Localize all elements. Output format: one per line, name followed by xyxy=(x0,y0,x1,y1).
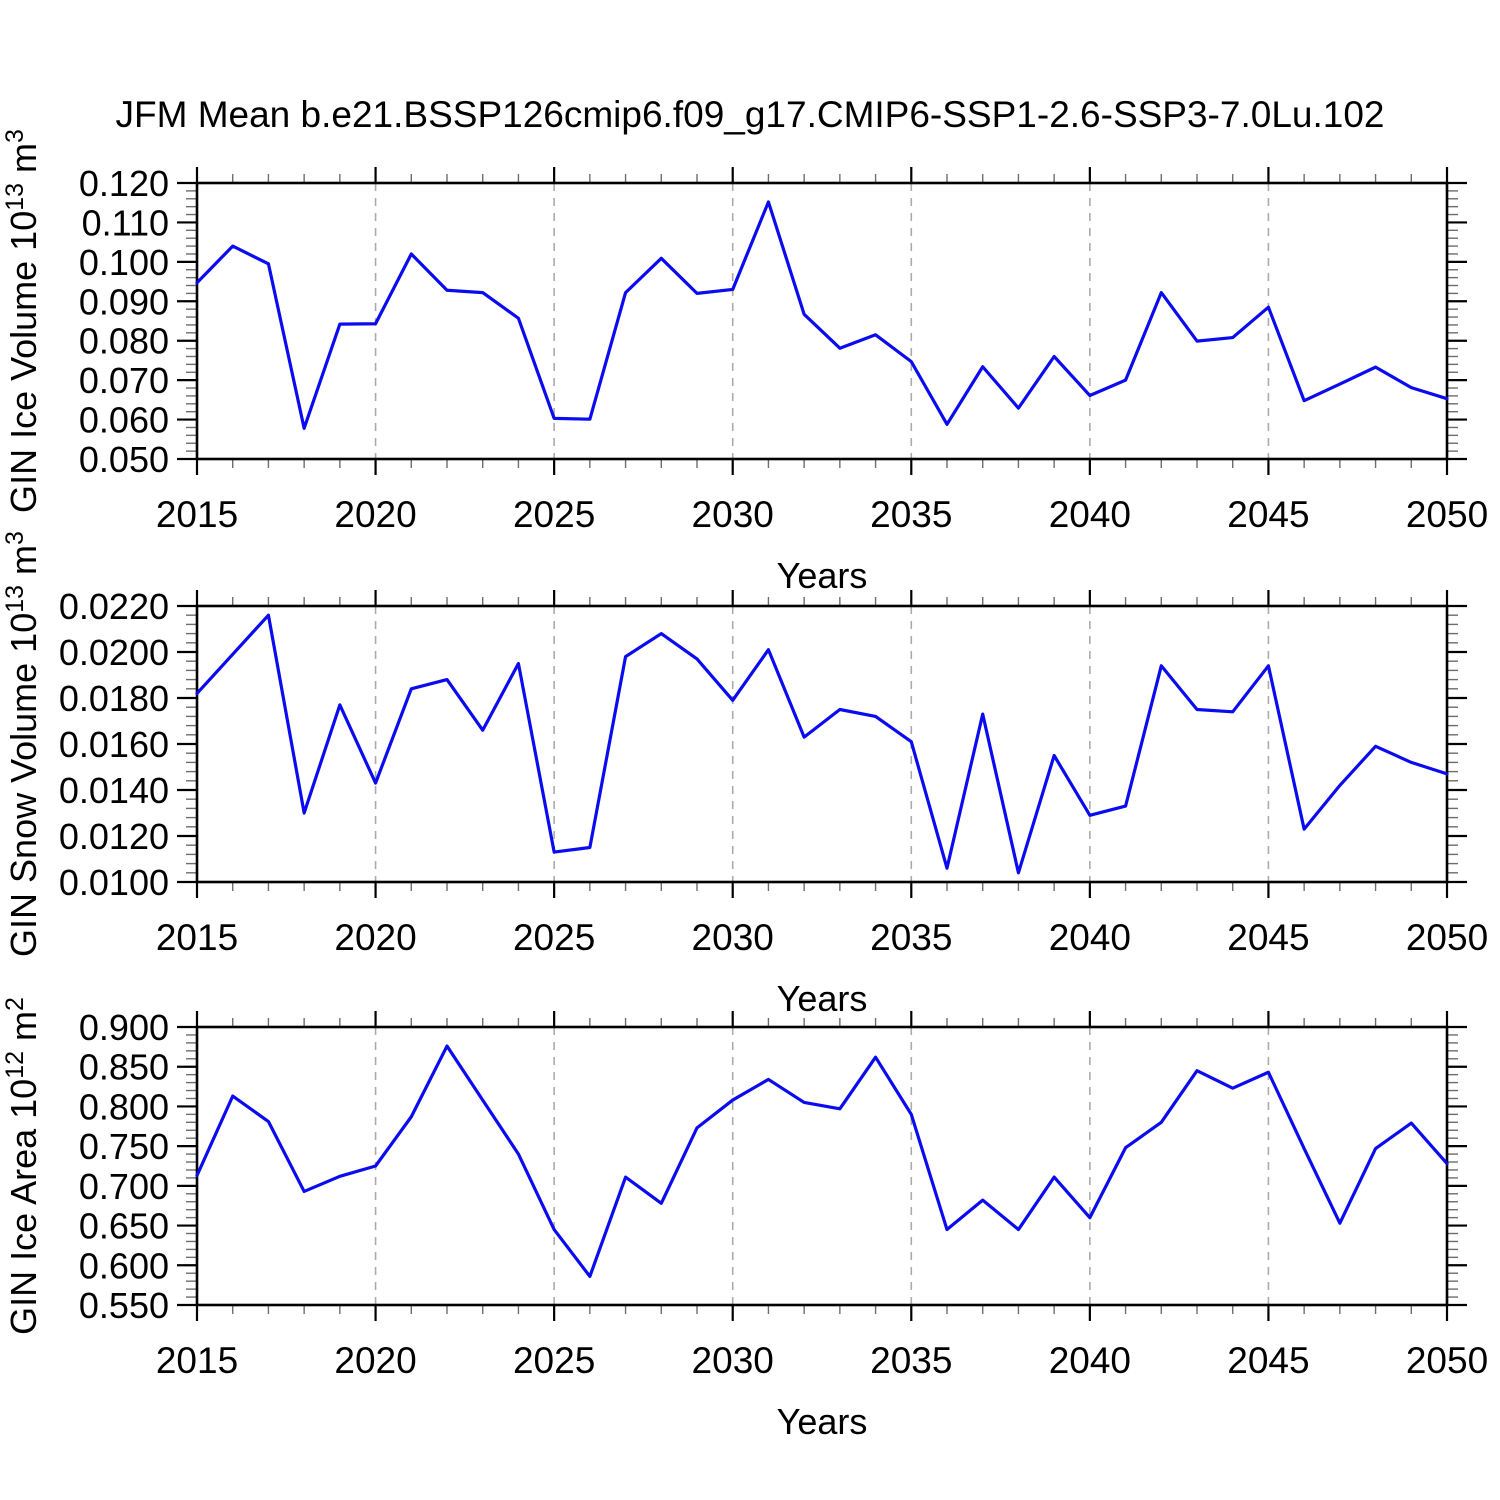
y-tick-label: 0.120 xyxy=(79,163,169,204)
panel-snow-volume: 0.0100 0.0120 0.0140 0.0160 0.0180 0.0200 0.02… xyxy=(1,531,1488,1019)
x-tick-label: 2035 xyxy=(870,1340,952,1381)
ticks xyxy=(177,1011,1467,1321)
x-tick-label: 2020 xyxy=(334,1340,416,1381)
y-tick-label: 0.600 xyxy=(79,1245,169,1286)
y-axis-label: GIN Ice Area 1012 m2 xyxy=(1,997,44,1335)
x-tick-label: 2020 xyxy=(334,494,416,535)
x-tick-label: 2030 xyxy=(692,1340,774,1381)
x-tick-label: 2045 xyxy=(1227,917,1309,958)
y-tick-label: 0.080 xyxy=(79,321,169,362)
x-tick-label: 2035 xyxy=(870,917,952,958)
x-tick-label: 2025 xyxy=(513,494,595,535)
y-tick-label: 0.800 xyxy=(79,1086,169,1127)
ticks xyxy=(177,167,1467,475)
x-tick-label: 2025 xyxy=(513,917,595,958)
y-tick-label: 0.0200 xyxy=(59,632,169,673)
gridlines xyxy=(374,183,1270,459)
y-axis-label: GIN Ice Volume 1013 m3 xyxy=(1,129,44,513)
x-axis-label: Years xyxy=(777,555,868,596)
x-tick-label: 2040 xyxy=(1049,917,1131,958)
plot-box xyxy=(195,1025,1449,1307)
gridlines xyxy=(374,606,1270,882)
y-tick-label: 0.650 xyxy=(79,1206,169,1247)
ticks xyxy=(177,590,1467,898)
y-tick-label: 0.0160 xyxy=(59,724,169,765)
plot-box xyxy=(195,181,1449,461)
y-axis-label: GIN Snow Volume 1013 m3 xyxy=(1,531,44,957)
panel-ice-volume: 0.0500.0600.0700.0800.0900.1000.1100.120… xyxy=(1,129,1488,596)
y-tick-label: 0.750 xyxy=(79,1126,169,1167)
x-tick-label: 2035 xyxy=(870,494,952,535)
x-tick-label: 2025 xyxy=(513,1340,595,1381)
y-tick-label: 0.0140 xyxy=(59,770,169,811)
y-tick-label: 0.090 xyxy=(79,281,169,322)
x-tick-label: 2040 xyxy=(1049,494,1131,535)
ice-volume-series-line xyxy=(195,200,1449,430)
plot-box xyxy=(195,604,1449,884)
x-tick-label: 2050 xyxy=(1406,494,1488,535)
x-axis-label: Years xyxy=(777,1401,868,1442)
x-tick-label: 2050 xyxy=(1406,1340,1488,1381)
y-tick-label: 0.700 xyxy=(79,1166,169,1207)
x-tick-label: 2030 xyxy=(692,494,774,535)
x-tick-label: 2045 xyxy=(1227,494,1309,535)
y-tick-label: 0.0100 xyxy=(59,862,169,903)
y-tick-label: 0.0180 xyxy=(59,678,169,719)
y-tick-label: 0.0220 xyxy=(59,586,169,627)
x-tick-label: 2030 xyxy=(692,917,774,958)
y-tick-label: 0.060 xyxy=(79,400,169,441)
x-tick-label: 2015 xyxy=(156,917,238,958)
x-tick-label: 2045 xyxy=(1227,1340,1309,1381)
x-tick-label: 2015 xyxy=(156,494,238,535)
figure-title: JFM Mean b.e21.BSSP126cmip6.f09_g17.CMIP… xyxy=(115,94,1385,135)
x-tick-label: 2040 xyxy=(1049,1340,1131,1381)
y-tick-label: 0.900 xyxy=(79,1007,169,1048)
y-tick-label: 0.100 xyxy=(79,242,169,283)
x-tick-label: 2020 xyxy=(334,917,416,958)
ice-area-series-line xyxy=(195,1044,1449,1279)
y-tick-label: 0.050 xyxy=(79,439,169,480)
y-tick-label: 0.070 xyxy=(79,360,169,401)
x-tick-label: 2015 xyxy=(156,1340,238,1381)
y-tick-label: 0.0120 xyxy=(59,816,169,857)
x-tick-label: 2050 xyxy=(1406,917,1488,958)
snow-volume-series-line xyxy=(195,613,1449,875)
x-axis-label: Years xyxy=(777,978,868,1019)
y-tick-label: 0.110 xyxy=(82,202,169,243)
y-tick-label: 0.850 xyxy=(79,1047,169,1088)
y-tick-label: 0.550 xyxy=(79,1285,169,1326)
gridlines xyxy=(374,1027,1270,1305)
panel-ice-area: 0.5500.6000.6500.7000.7500.8000.8500.900… xyxy=(1,997,1488,1442)
